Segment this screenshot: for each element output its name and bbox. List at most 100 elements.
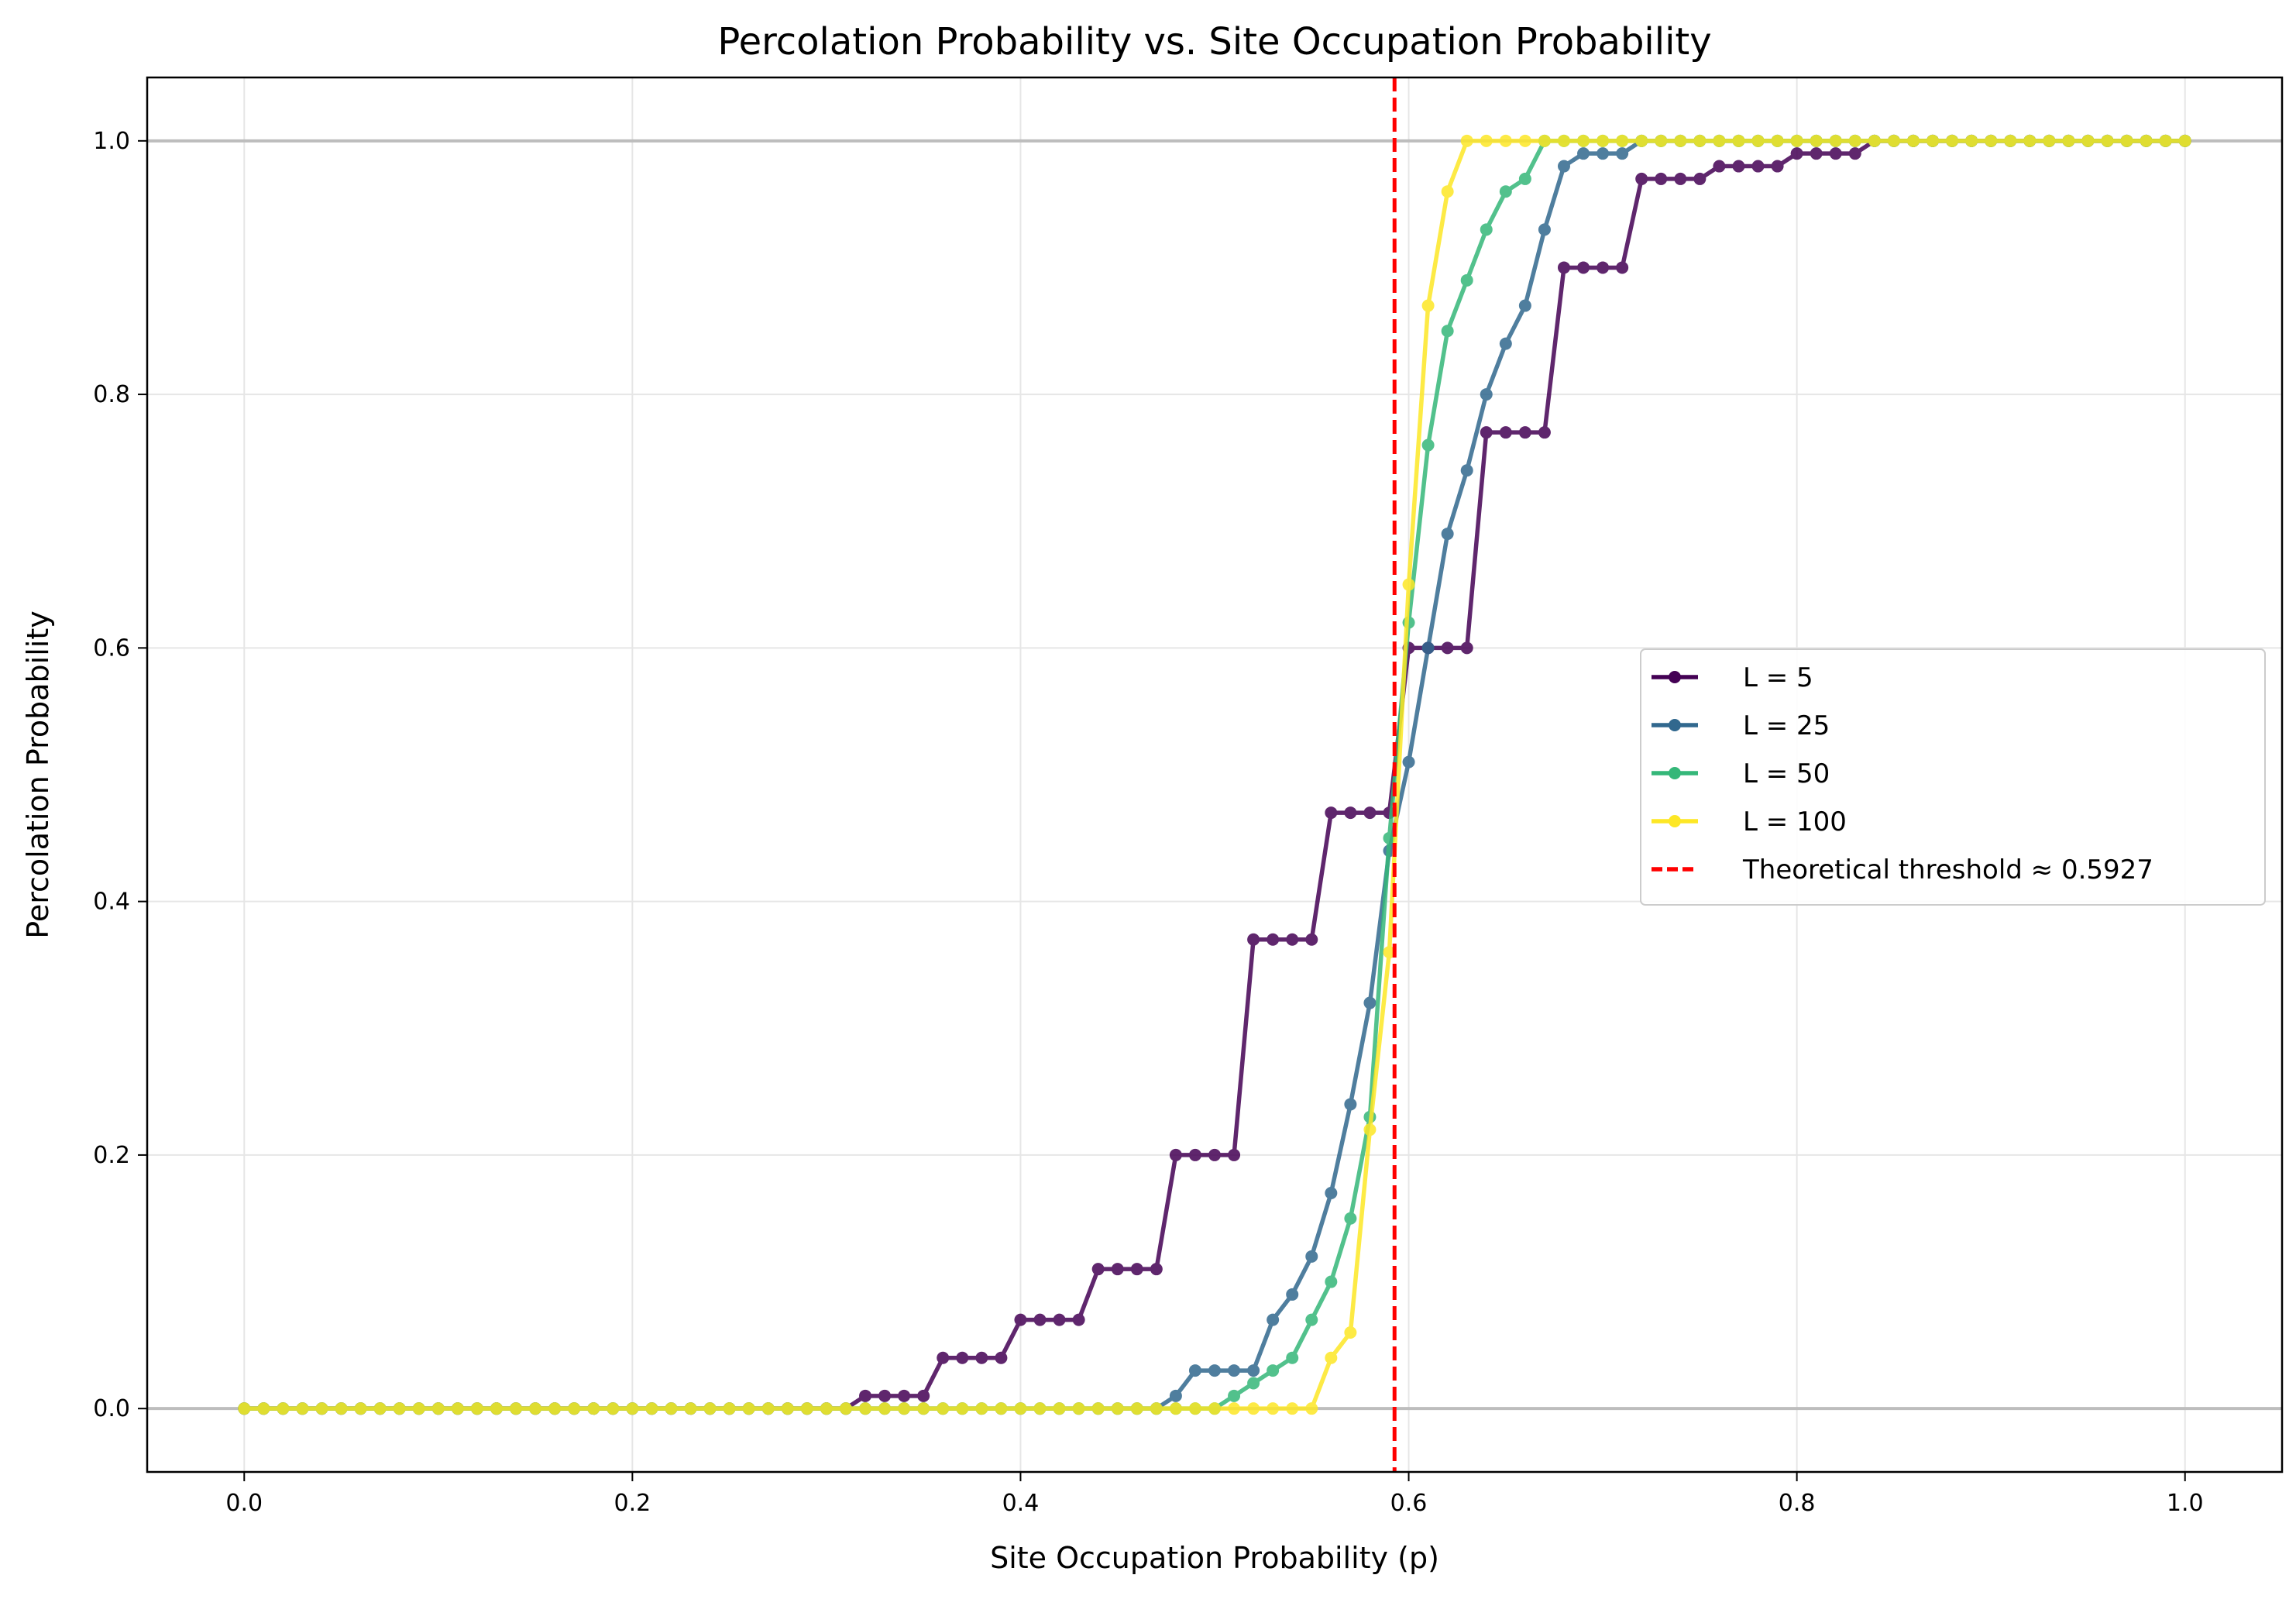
series-3-point-8 — [393, 1402, 406, 1415]
series-3-point-35 — [917, 1402, 930, 1415]
series-3-point-41 — [1033, 1402, 1047, 1415]
series-0-point-69 — [1577, 261, 1590, 274]
series-3-point-69 — [1577, 134, 1590, 147]
series-3-point-37 — [956, 1402, 969, 1415]
legend-marker-3 — [1669, 815, 1681, 827]
series-1-point-65 — [1499, 337, 1512, 350]
series-0-point-48 — [1169, 1148, 1182, 1161]
series-0-point-47 — [1150, 1263, 1163, 1276]
series-2-point-62 — [1441, 325, 1454, 338]
series-3-point-21 — [645, 1402, 658, 1415]
y-tick-label-4: 0.8 — [93, 381, 130, 408]
plot-frame — [146, 76, 2284, 1473]
series-3-point-78 — [1751, 134, 1765, 147]
series-3-point-11 — [451, 1402, 464, 1415]
series-3-point-34 — [898, 1402, 911, 1415]
series-3-point-20 — [626, 1402, 639, 1415]
series-3-point-1 — [257, 1402, 270, 1415]
series-3-point-67 — [1538, 134, 1551, 147]
legend-label-0: L = 5 — [1743, 662, 1813, 693]
x-tick-label-0: 0.0 — [225, 1490, 263, 1517]
series-3-point-10 — [431, 1402, 445, 1415]
series-1-point-52 — [1247, 1364, 1260, 1377]
series-0-point-78 — [1751, 160, 1765, 173]
series-3-point-25 — [723, 1402, 736, 1415]
series-1-point-48 — [1169, 1389, 1182, 1402]
series-3-point-3 — [296, 1402, 309, 1415]
y-tick-label-1: 0.2 — [93, 1142, 130, 1169]
series-3-point-17 — [568, 1402, 581, 1415]
series-0-point-64 — [1480, 426, 1493, 439]
series-0-point-52 — [1247, 933, 1260, 946]
series-0-point-51 — [1228, 1148, 1241, 1161]
series-0-point-36 — [937, 1351, 950, 1364]
series-0-point-77 — [1732, 160, 1745, 173]
series-3-point-39 — [995, 1402, 1008, 1415]
legend-entry-0: L = 5 — [1652, 662, 1813, 693]
series-3-point-75 — [1693, 134, 1707, 147]
legend-label-1: L = 25 — [1743, 710, 1830, 741]
series-1-point-61 — [1421, 641, 1435, 655]
legend-box — [1640, 648, 2266, 906]
series-3-point-76 — [1713, 134, 1726, 147]
series-2-point-53 — [1267, 1364, 1280, 1377]
series-2-point-66 — [1518, 172, 1531, 185]
series-0-point-67 — [1538, 426, 1551, 439]
series-0-point-33 — [878, 1389, 892, 1402]
series-3-point-45 — [1111, 1402, 1124, 1415]
legend-marker-0 — [1669, 671, 1681, 683]
series-0-point-54 — [1286, 933, 1299, 946]
y-tick-label-5: 1.0 — [93, 128, 130, 155]
series-3-point-33 — [878, 1402, 892, 1415]
series-0-point-49 — [1188, 1148, 1201, 1161]
series-3-point-87 — [1927, 134, 1940, 147]
series-0-point-72 — [1635, 172, 1648, 185]
series-3-point-90 — [1985, 134, 1998, 147]
series-0-point-81 — [1810, 147, 1823, 160]
series-3-point-86 — [1906, 134, 1920, 147]
series-3-point-70 — [1597, 134, 1610, 147]
series-1-point-51 — [1228, 1364, 1241, 1377]
series-3-point-43 — [1072, 1402, 1085, 1415]
series-3-point-50 — [1208, 1402, 1221, 1415]
x-tick-label-4: 0.8 — [1779, 1490, 1816, 1517]
series-0-point-74 — [1674, 172, 1687, 185]
legend-label-2: L = 50 — [1743, 758, 1830, 789]
series-3-point-44 — [1091, 1402, 1105, 1415]
series-3-point-81 — [1810, 134, 1823, 147]
series-2-point-51 — [1228, 1389, 1241, 1402]
series-0-point-80 — [1790, 147, 1803, 160]
legend-entry-1: L = 25 — [1652, 710, 1830, 741]
series-3-point-63 — [1460, 134, 1473, 147]
series-3-point-31 — [839, 1402, 852, 1415]
series-3-point-59 — [1383, 946, 1396, 959]
y-tick-label-3: 0.6 — [93, 634, 130, 662]
series-0-point-50 — [1208, 1148, 1221, 1161]
series-3-point-96 — [2101, 134, 2114, 147]
series-3-point-94 — [2062, 134, 2075, 147]
series-0-point-65 — [1499, 426, 1512, 439]
x-tick-label-1: 0.2 — [614, 1490, 651, 1517]
series-1-point-63 — [1460, 464, 1473, 477]
series-3-point-38 — [975, 1402, 988, 1415]
series-0-point-66 — [1518, 426, 1531, 439]
legend-entry-2: L = 50 — [1652, 758, 1830, 789]
series-3-point-85 — [1887, 134, 1900, 147]
y-axis-title: Percolation Probability — [21, 610, 55, 938]
series-0-point-35 — [917, 1389, 930, 1402]
series-3-point-72 — [1635, 134, 1648, 147]
series-3-point-13 — [490, 1402, 503, 1415]
legend-entry-4: Theoretical threshold ≈ 0.5927 — [1652, 855, 2153, 885]
series-3-point-46 — [1130, 1402, 1143, 1415]
series-3-point-51 — [1228, 1402, 1241, 1415]
legend-label-4: Theoretical threshold ≈ 0.5927 — [1742, 855, 2153, 885]
legend-marker-1 — [1669, 719, 1681, 731]
series-0-point-55 — [1305, 933, 1318, 946]
y-tick-label-0: 0.0 — [93, 1395, 130, 1422]
series-1-point-56 — [1325, 1187, 1338, 1199]
series-0-point-42 — [1053, 1313, 1066, 1326]
x-axis-title: Site Occupation Probability (p) — [990, 1541, 1439, 1575]
series-3-point-100 — [2178, 134, 2191, 147]
series-3-point-54 — [1286, 1402, 1299, 1415]
